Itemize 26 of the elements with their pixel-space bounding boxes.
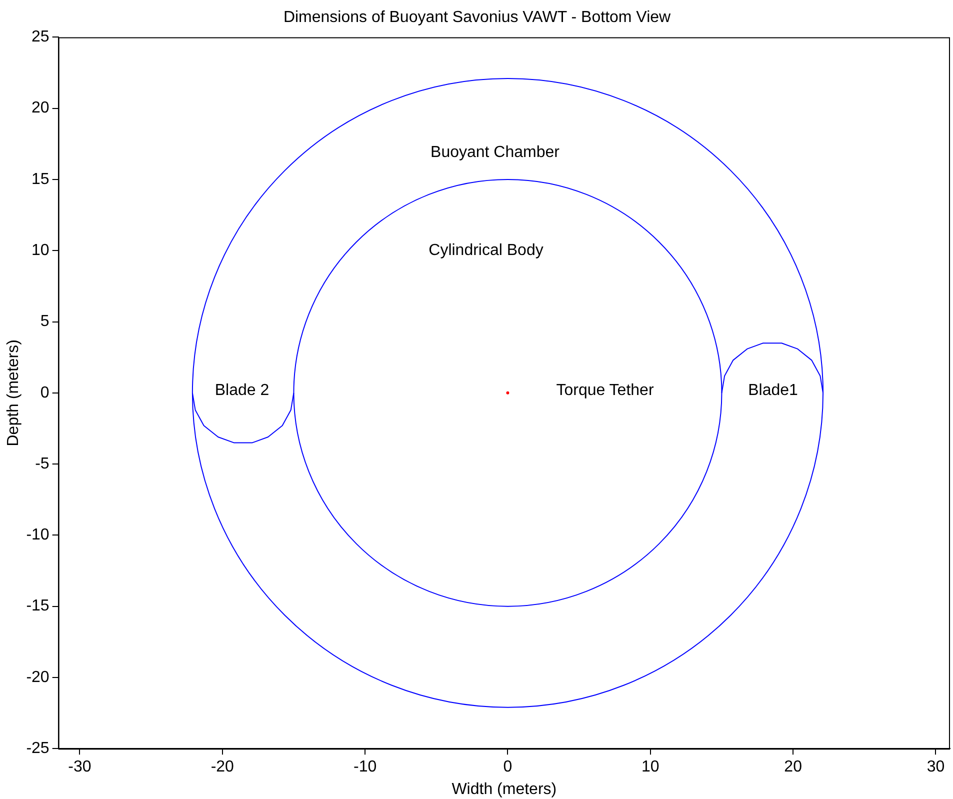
- annotation: Blade1: [748, 382, 798, 400]
- x-tick-label: -30: [68, 758, 92, 776]
- y-tick-label: -10: [26, 526, 50, 544]
- x-tick-label: 0: [503, 758, 512, 776]
- annotation: Buoyant Chamber: [430, 144, 560, 162]
- y-tick-label: -25: [26, 740, 50, 758]
- y-tick-label: -20: [26, 668, 50, 686]
- x-tick-label: 20: [784, 758, 802, 776]
- x-tick-label: -10: [354, 758, 377, 776]
- y-axis-title: Depth (meters): [5, 340, 22, 446]
- x-tick-label: -20: [210, 758, 234, 776]
- annotation: Cylindrical Body: [428, 242, 544, 260]
- annotation: Blade 2: [214, 382, 270, 400]
- x-tick-label: 10: [642, 758, 660, 776]
- y-tick-label: 25: [32, 28, 50, 46]
- x-tick-label: 30: [926, 758, 945, 776]
- y-tick-label: 0: [40, 384, 50, 402]
- y-tick-label: 10: [32, 242, 50, 260]
- y-tick-label: -15: [26, 598, 50, 615]
- y-tick-label: 5: [40, 313, 50, 330]
- chart-title: Dimensions of Buoyant Savonius VAWT - Bottom View: [283, 9, 672, 26]
- annotation: Torque Tether: [556, 382, 654, 400]
- y-tick-label: 20: [32, 100, 50, 117]
- y-tick-label: 15: [32, 170, 50, 188]
- y-tick-label: -5: [35, 455, 50, 472]
- x-axis-title: Width (meters): [452, 780, 557, 798]
